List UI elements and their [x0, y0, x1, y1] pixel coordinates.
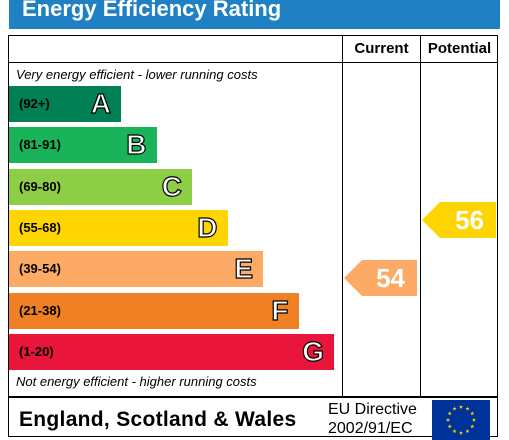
eu-star	[458, 404, 464, 409]
potential-rating-arrow-value: 56	[455, 204, 484, 235]
eu-star	[445, 417, 451, 422]
band-range-label: (55-68)	[19, 219, 61, 235]
band-e: (39-54) E	[9, 251, 263, 288]
eu-star	[447, 424, 452, 429]
band-letter: D	[197, 211, 218, 243]
band-range-label: (1-20)	[19, 343, 54, 359]
band-range-label: (69-80)	[19, 178, 61, 194]
column-header-potential: Potential	[427, 40, 492, 57]
directive-line-2: 2002/91/EC	[328, 420, 413, 437]
chart-title: Energy Efficiency Rating	[22, 0, 282, 21]
band-letter: G	[302, 335, 325, 367]
note-very-efficient: Very energy efficient - lower running co…	[16, 67, 258, 82]
potential-rating-arrow: 56	[422, 201, 496, 238]
chart-title-bar: Energy Efficiency Rating	[9, 0, 500, 29]
eu-directive-text: EU Directive 2002/91/EC	[328, 400, 417, 438]
header-divider	[8, 62, 498, 63]
band-range-label: (21-38)	[19, 302, 61, 318]
current-rating-arrow: 54	[344, 260, 417, 297]
band-d: (55-68) D	[9, 209, 228, 246]
band-g: (1-20) G	[9, 333, 334, 370]
band-letter: F	[271, 294, 289, 326]
eu-star	[470, 411, 475, 416]
footer-region: England, Scotland & Wales	[19, 408, 297, 431]
eu-star	[470, 424, 475, 429]
potential-rating-arrow-shape	[422, 201, 496, 238]
note-not-efficient: Not energy efficient - higher running co…	[16, 374, 257, 389]
band-c: (69-80) C	[9, 168, 192, 205]
directive-line-1: EU Directive	[328, 401, 417, 418]
eu-star	[447, 411, 452, 416]
band-letter: B	[126, 129, 147, 161]
current-rating-arrow-shape	[344, 260, 417, 297]
band-letter: C	[161, 170, 182, 202]
band-range-label: (81-91)	[19, 137, 61, 153]
eu-star	[465, 406, 470, 411]
eu-star	[471, 417, 477, 422]
band-range-label: (92+)	[19, 96, 50, 111]
band-b: (81-91) B	[9, 127, 157, 164]
rating-table	[8, 35, 498, 397]
column-divider-current	[342, 35, 343, 397]
current-rating-arrow-value: 54	[376, 263, 405, 294]
eu-flag-icon	[432, 400, 490, 440]
band-range-label: (39-54)	[19, 261, 61, 277]
band-letter: A	[90, 87, 111, 119]
column-divider-potential	[420, 35, 421, 397]
band-letter: E	[234, 253, 254, 285]
column-header-current: Current	[354, 40, 409, 57]
band-f: (21-38) F	[9, 292, 299, 329]
band-a: (92+) A	[9, 86, 121, 122]
eu-star	[452, 406, 457, 411]
